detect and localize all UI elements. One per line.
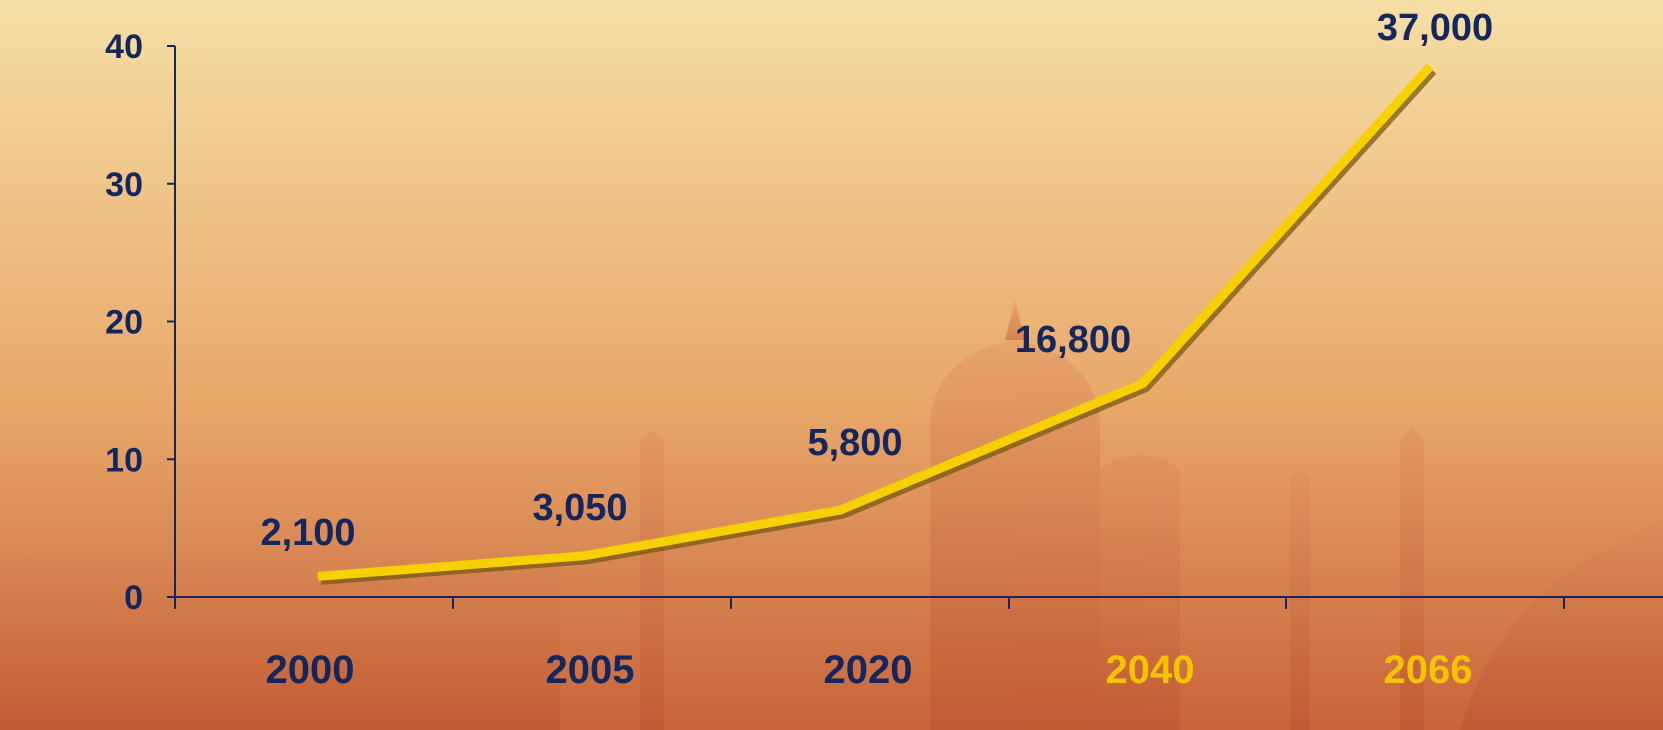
y-tick-label: 0 bbox=[124, 579, 143, 617]
data-label: 2,100 bbox=[260, 512, 355, 554]
x-tick-label: 2000 bbox=[266, 648, 355, 692]
x-tick-label: 2066 bbox=[1384, 648, 1473, 692]
data-label: 3,050 bbox=[532, 487, 627, 529]
data-label: 16,800 bbox=[1015, 319, 1131, 361]
y-tick-label: 10 bbox=[105, 441, 143, 479]
y-tick-label: 30 bbox=[105, 166, 143, 204]
x-tick-label: 2040 bbox=[1106, 648, 1195, 692]
data-label: 37,000 bbox=[1377, 7, 1493, 49]
x-tick-label: 2005 bbox=[546, 648, 635, 692]
x-axis-ticks: 2000 2005 2020 2040 2066 bbox=[174, 597, 1565, 692]
data-point bbox=[317, 575, 319, 578]
axes bbox=[174, 46, 1663, 607]
data-point bbox=[584, 554, 586, 557]
data-point bbox=[1429, 65, 1431, 68]
x-tick-label: 2020 bbox=[824, 648, 913, 692]
data-labels: 2,100 3,050 5,800 16,800 37,000 bbox=[260, 7, 1493, 554]
data-point bbox=[1142, 382, 1144, 385]
y-axis-ticks: 0 10 20 30 40 bbox=[105, 28, 175, 617]
series-line bbox=[317, 63, 1437, 585]
y-tick-label: 40 bbox=[105, 28, 143, 66]
data-point bbox=[839, 509, 841, 512]
skyline-silhouette bbox=[0, 300, 1663, 730]
y-tick-label: 20 bbox=[105, 304, 143, 342]
data-label: 5,800 bbox=[807, 422, 902, 464]
